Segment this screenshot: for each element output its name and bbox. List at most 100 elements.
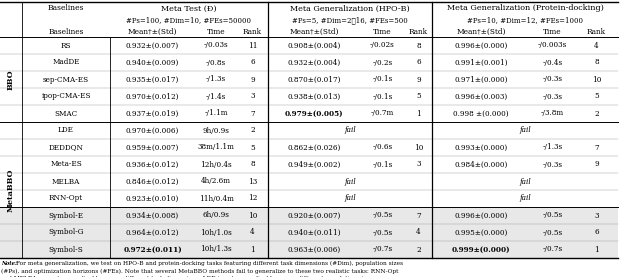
Text: 10h/1.3s: 10h/1.3s [200, 245, 232, 253]
Text: 0.991±(0.001): 0.991±(0.001) [454, 58, 508, 66]
Text: -/0.03s: -/0.03s [204, 42, 228, 50]
Text: -/1.4s: -/1.4s [206, 93, 226, 101]
Text: Mean†±(Std): Mean†±(Std) [456, 27, 506, 35]
Text: 0.846±(0.012): 0.846±(0.012) [125, 178, 179, 186]
Text: -/0.7s: -/0.7s [372, 245, 392, 253]
Text: 3: 3 [416, 160, 420, 168]
Text: 12: 12 [248, 194, 257, 202]
Text: 0.963±(0.006): 0.963±(0.006) [287, 245, 340, 253]
Text: -/0.3s: -/0.3s [543, 160, 563, 168]
Text: 0.949±(0.002): 0.949±(0.002) [287, 160, 340, 168]
Text: MadDE: MadDE [52, 58, 80, 66]
Text: 0.970±(0.006): 0.970±(0.006) [126, 127, 179, 135]
Text: -/3.8m: -/3.8m [541, 109, 564, 117]
Text: 0.938±(0.013): 0.938±(0.013) [287, 93, 340, 101]
Text: 10: 10 [248, 212, 257, 219]
Text: 0.934±(0.008): 0.934±(0.008) [126, 212, 179, 219]
Text: 0.932±(0.004): 0.932±(0.004) [287, 58, 340, 66]
Text: -/0.02s: -/0.02s [370, 42, 395, 50]
Text: 0.935±(0.017): 0.935±(0.017) [126, 76, 179, 83]
Text: #Ps=10, #Dim=12, #FEs=1000: #Ps=10, #Dim=12, #FEs=1000 [467, 17, 583, 24]
Text: ipop-CMA-ES: ipop-CMA-ES [41, 93, 91, 101]
Text: 5: 5 [250, 143, 255, 152]
Text: and MELBA are not generalizable across different task dimensions; LDE is not gen: and MELBA are not generalizable across d… [1, 276, 375, 277]
Text: 0.970±(0.012): 0.970±(0.012) [125, 93, 179, 101]
Text: 4: 4 [250, 229, 255, 237]
Text: Mean†±(Std): Mean†±(Std) [289, 27, 339, 35]
Text: sep-CMA-ES: sep-CMA-ES [43, 76, 89, 83]
Text: -/0.003s: -/0.003s [538, 42, 567, 50]
Text: 2: 2 [416, 245, 421, 253]
Text: 6: 6 [594, 229, 599, 237]
Text: -/0.8s: -/0.8s [206, 58, 226, 66]
Text: 9: 9 [250, 76, 255, 83]
Text: -/0.5s: -/0.5s [543, 229, 563, 237]
Text: 0.940±(0.011): 0.940±(0.011) [287, 229, 341, 237]
Text: SMAC: SMAC [54, 109, 77, 117]
Text: 1: 1 [416, 109, 421, 117]
Text: Meta Test (Đ): Meta Test (Đ) [161, 4, 217, 12]
Text: 1: 1 [250, 245, 255, 253]
Text: 1: 1 [594, 245, 599, 253]
Text: Baselines: Baselines [48, 4, 84, 12]
Text: 0.940±(0.009): 0.940±(0.009) [126, 58, 179, 66]
Text: 9h/0.9s: 9h/0.9s [203, 127, 229, 135]
Text: -/0.3s: -/0.3s [543, 93, 563, 101]
Text: Rank: Rank [587, 27, 606, 35]
Text: 0.999±(0.000): 0.999±(0.000) [452, 245, 510, 253]
Text: 5: 5 [594, 93, 599, 101]
Text: (#Ps), and optimization horizons (#FEs). Note that several MetaBBO methods fail : (#Ps), and optimization horizons (#FEs).… [1, 268, 399, 274]
Text: 11h/0.4m: 11h/0.4m [198, 194, 234, 202]
Text: -/0.1s: -/0.1s [372, 160, 392, 168]
Text: 2: 2 [250, 127, 255, 135]
Text: 0.964±(0.012): 0.964±(0.012) [125, 229, 179, 237]
Text: -/0.1s: -/0.1s [372, 93, 392, 101]
Text: #Ps=5, #Dim=2∰16, #FEs=500: #Ps=5, #Dim=2∰16, #FEs=500 [292, 17, 408, 24]
Text: Symbol-S: Symbol-S [49, 245, 83, 253]
Bar [0, 224, 618, 241]
Text: -/0.5s: -/0.5s [372, 229, 392, 237]
Text: LDE: LDE [58, 127, 74, 135]
Text: DEDDQN: DEDDQN [49, 143, 83, 152]
Text: 0.995±(0.000): 0.995±(0.000) [454, 229, 508, 237]
Text: Symbol-G: Symbol-G [48, 229, 84, 237]
Text: 0.937±(0.019): 0.937±(0.019) [126, 109, 179, 117]
Text: 12h/0.4s: 12h/0.4s [200, 160, 232, 168]
Text: 0.932±(0.007): 0.932±(0.007) [126, 42, 179, 50]
Text: For meta generalization, we test on HPO-B and protein-docking tasks featuring di: For meta generalization, we test on HPO-… [16, 261, 403, 266]
Text: 6: 6 [416, 58, 421, 66]
Text: 7: 7 [416, 212, 421, 219]
Text: -/0.3s: -/0.3s [543, 76, 563, 83]
Text: Rank: Rank [243, 27, 262, 35]
Text: -/0.6s: -/0.6s [372, 143, 392, 152]
Text: Mean†±(Std): Mean†±(Std) [128, 27, 177, 35]
Text: fail: fail [519, 127, 531, 135]
Text: Time: Time [207, 27, 225, 35]
Text: 6h/0.9s: 6h/0.9s [203, 212, 229, 219]
Text: MELBA: MELBA [52, 178, 80, 186]
Text: Note:: Note: [1, 261, 17, 266]
Text: 0.923±(0.010): 0.923±(0.010) [126, 194, 179, 202]
Text: 0.959±(0.007): 0.959±(0.007) [126, 143, 179, 152]
Text: 9: 9 [416, 76, 421, 83]
Text: 0.870±(0.017): 0.870±(0.017) [287, 76, 340, 83]
Text: Symbol-E: Symbol-E [49, 212, 84, 219]
Text: -/0.4s: -/0.4s [543, 58, 563, 66]
Text: Meta-ES: Meta-ES [50, 160, 82, 168]
Text: 9: 9 [594, 160, 599, 168]
Text: Meta Generalization (Protein-docking): Meta Generalization (Protein-docking) [447, 4, 604, 12]
Text: 0.996±(0.003): 0.996±(0.003) [454, 93, 508, 101]
Bar [0, 207, 618, 224]
Text: 2: 2 [594, 109, 599, 117]
Text: 0.998 ±(0.000): 0.998 ±(0.000) [453, 109, 509, 117]
Text: BBO: BBO [7, 69, 15, 90]
Text: -/0.2s: -/0.2s [372, 58, 392, 66]
Text: 0.996±(0.000): 0.996±(0.000) [454, 42, 508, 50]
Text: -/1.3s: -/1.3s [543, 143, 563, 152]
Text: 0.996±(0.000): 0.996±(0.000) [454, 212, 508, 219]
Text: 4: 4 [594, 42, 599, 50]
Text: RNN-Opt: RNN-Opt [49, 194, 83, 202]
Text: fail: fail [519, 178, 531, 186]
Text: Baselines: Baselines [48, 27, 84, 35]
Text: -/0.5s: -/0.5s [372, 212, 392, 219]
